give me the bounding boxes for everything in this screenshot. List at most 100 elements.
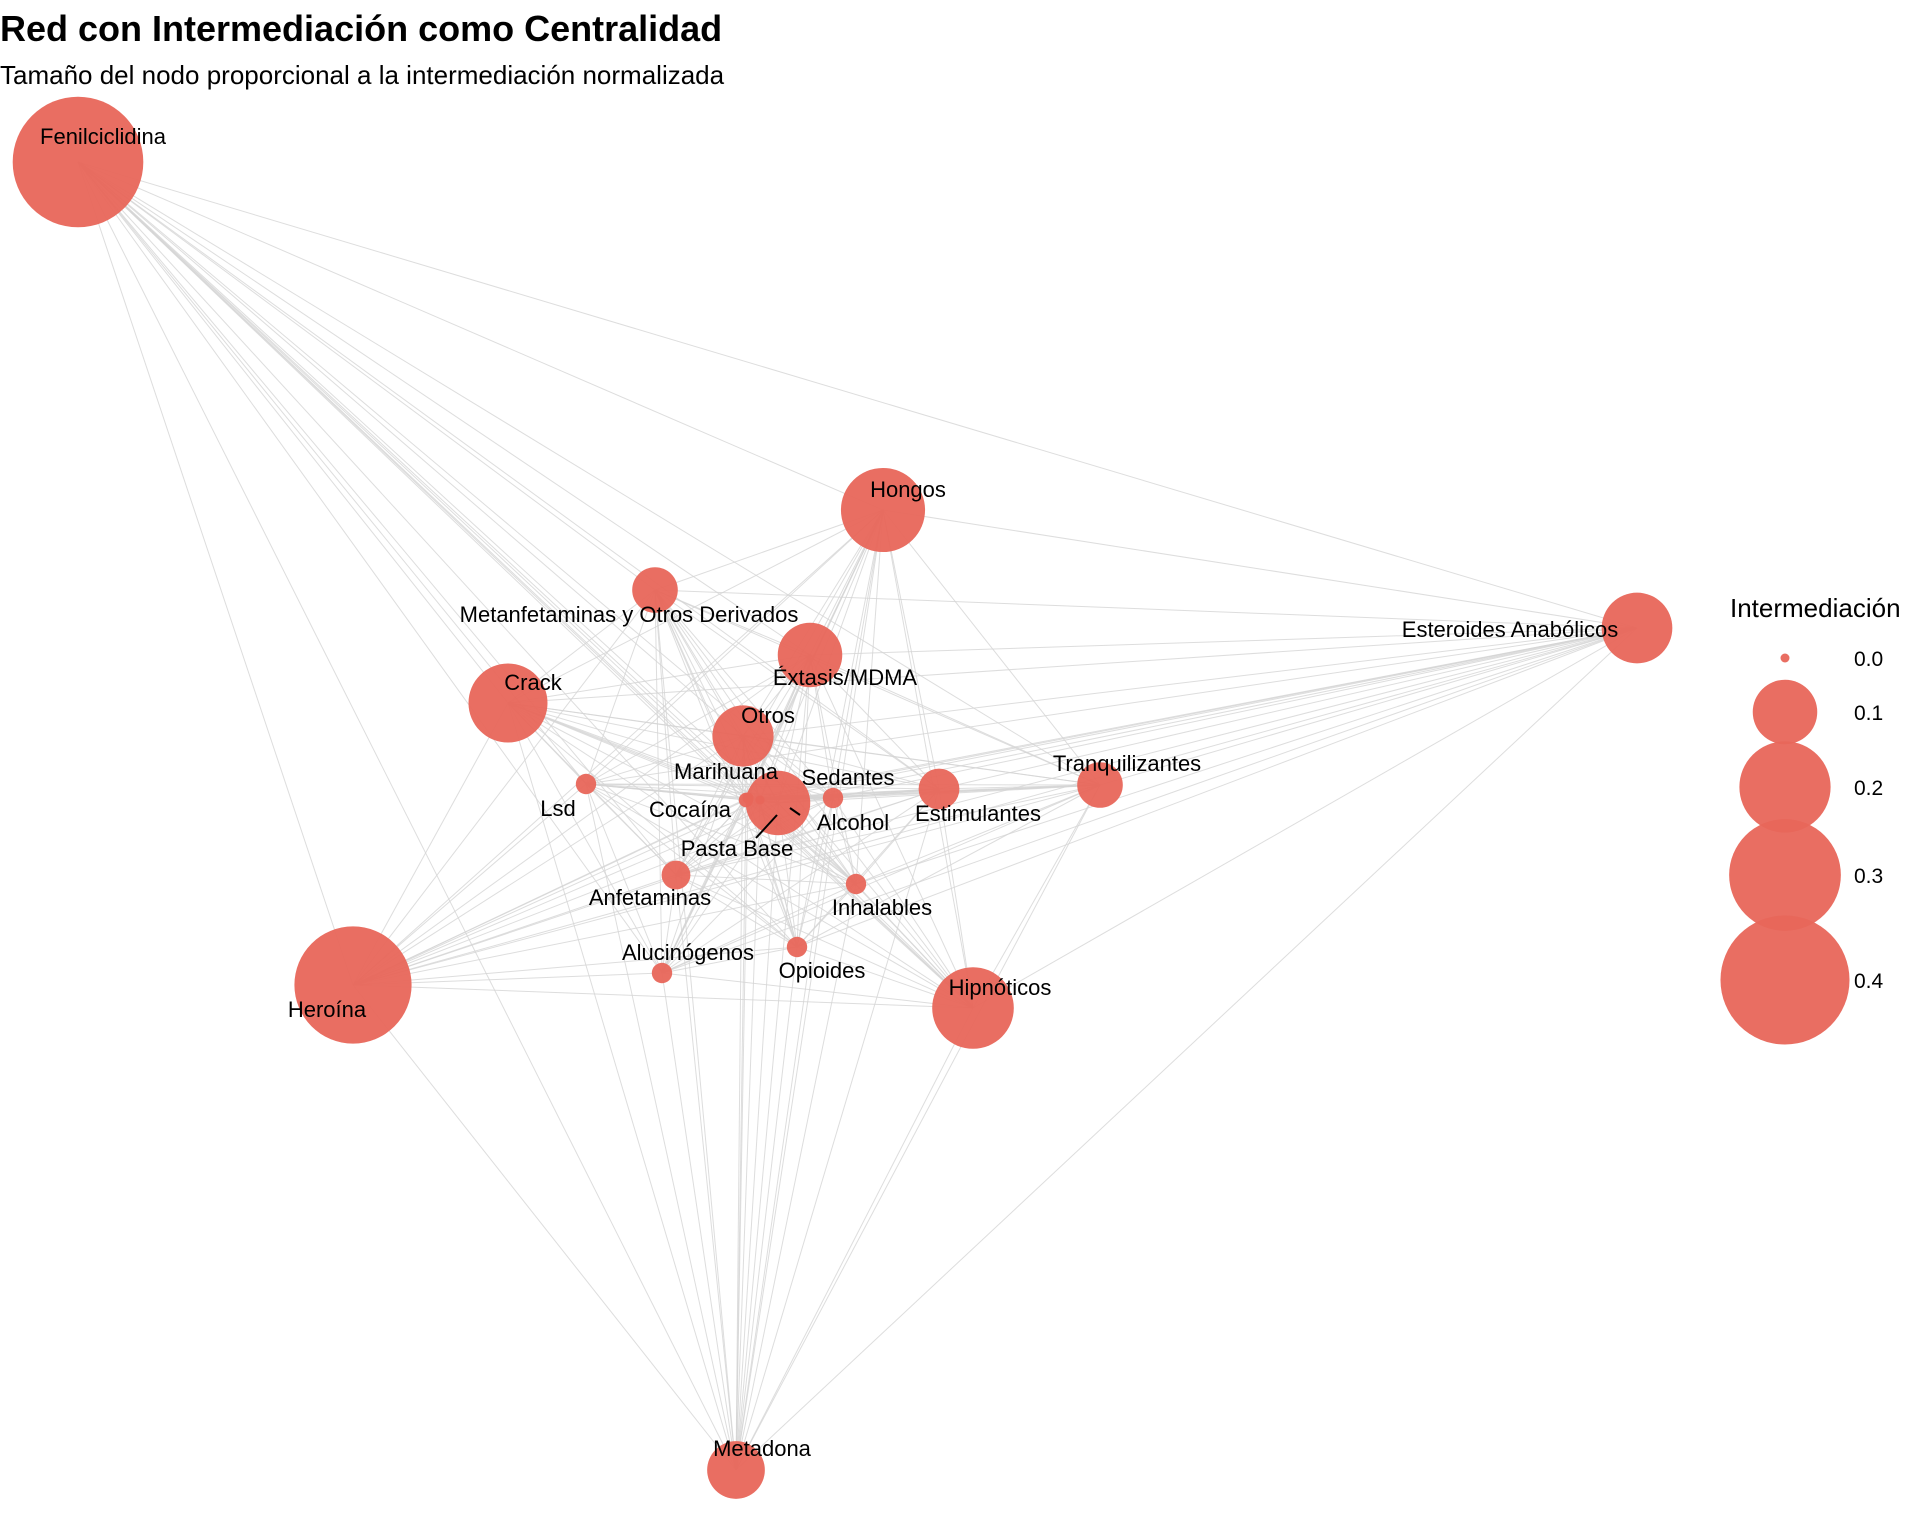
edge-esteroides-opioides <box>796 627 1638 948</box>
edge-sedantes-hipnoticos <box>832 797 974 1009</box>
edge-esteroides-extasis <box>809 627 1638 656</box>
edge-lsd-pastabase <box>585 783 761 801</box>
node-metanfetaminas <box>632 567 678 613</box>
node-metadona <box>707 1441 765 1499</box>
edge-pastabase-hipnoticos <box>759 799 974 1009</box>
edge-fenilciclidina-alcohol <box>77 161 779 804</box>
node-alcohol <box>745 770 811 836</box>
node-label-crack: Crack <box>504 670 562 695</box>
edge-tranquilizantes-heroina <box>352 784 1101 986</box>
node-lsd <box>575 773 597 795</box>
edge-estimulantes-metadona <box>735 788 940 1471</box>
edge-anfetaminas-opioides <box>675 874 798 948</box>
edge-tranquilizantes-opioides <box>796 784 1101 948</box>
edge-alcohol-heroina <box>352 802 779 986</box>
edge-cocaina-metadona <box>735 799 747 1471</box>
legend-title: Intermediación <box>1730 593 1901 623</box>
edge-otros-metadona <box>735 735 744 1471</box>
node-extasis <box>777 622 843 688</box>
node-esteroides <box>1601 592 1673 664</box>
edge-alucinogenos-opioides <box>661 946 798 974</box>
edge-metanfetaminas-esteroides <box>654 589 1638 629</box>
edge-fenilciclidina-sedantes <box>77 161 834 799</box>
edge-crack-metadona <box>507 702 737 1471</box>
edge-otros-alucinogenos <box>661 735 744 974</box>
edge-extasis-alucinogenos <box>661 654 811 974</box>
edge-anfetaminas-hipnoticos <box>675 874 974 1009</box>
label-leaders-layer <box>755 807 801 839</box>
node-label-sedantes: Sedantes <box>802 765 895 790</box>
edge-tranquilizantes-hipnoticos <box>972 784 1101 1009</box>
edge-esteroides-metadona <box>735 627 1638 1471</box>
edge-alucinogenos-metadona <box>661 972 737 1471</box>
node-label-hipnoticos: Hipnóticos <box>949 975 1052 1000</box>
edge-inhalables-alucinogenos <box>661 883 857 974</box>
node-label-tranquilizantes: Tranquilizantes <box>1053 751 1201 776</box>
node-tranquilizantes <box>1077 762 1123 808</box>
edge-hongos-esteroides <box>882 509 1638 629</box>
node-alucinogenos <box>651 962 673 984</box>
node-heroina <box>294 926 412 1044</box>
legend-key-2 <box>1739 741 1831 833</box>
edge-sedantes-alucinogenos <box>661 797 834 974</box>
edge-extasis-inhalables <box>809 654 857 885</box>
edge-tranquilizantes-inhalables <box>855 784 1101 885</box>
node-fenilciclidina <box>12 96 144 228</box>
leader-line-alcohol <box>789 807 801 816</box>
edge-alucinogenos-hipnoticos <box>661 972 974 1009</box>
edge-tranquilizantes-metadona <box>735 784 1101 1471</box>
legend-key-1 <box>1752 679 1818 745</box>
edge-lsd-alucinogenos <box>585 783 663 974</box>
edge-tranquilizantes-lsd <box>585 783 1101 786</box>
node-anfetaminas <box>661 860 691 890</box>
chart-subtitle: Tamaño del nodo proporcional a la interm… <box>0 60 725 90</box>
legend-key-0 <box>1780 653 1790 663</box>
edge-anfetaminas-inhalables <box>675 874 857 885</box>
edge-fenilciclidina-tranquilizantes <box>77 161 1101 786</box>
edge-pastabase-anfetaminas <box>675 799 761 876</box>
edge-otros-estimulantes <box>742 735 940 790</box>
edge-esteroides-alcohol <box>777 627 1638 804</box>
legend-label-4: 0.4 <box>1854 970 1884 993</box>
edge-fenilciclidina-crack <box>77 161 509 704</box>
edge-fenilciclidina-alucinogenos <box>77 161 663 974</box>
node-hipnoticos <box>932 967 1014 1049</box>
node-otros <box>712 705 774 767</box>
node-hongos <box>840 467 926 553</box>
edge-tranquilizantes-estimulantes <box>938 784 1101 790</box>
edge-sedantes-heroina <box>352 797 834 986</box>
node-label-opioides: Opioides <box>779 958 866 983</box>
legend-key-3 <box>1729 819 1841 931</box>
edge-lsd-anfetaminas <box>585 783 677 876</box>
edge-fenilciclidina-otros <box>77 161 744 737</box>
edge-fenilciclidina-heroina <box>77 161 354 986</box>
node-label-fenilciclidina: Fenilciclidina <box>40 124 167 149</box>
edge-fenilciclidina-esteroides <box>77 161 1638 629</box>
edge-extasis-tranquilizantes <box>809 654 1101 786</box>
edge-inhalables-opioides <box>796 883 857 948</box>
edges-layer <box>77 161 1638 1471</box>
edge-fenilciclidina-anfetaminas <box>77 161 677 876</box>
edge-esteroides-alucinogenos <box>661 627 1638 974</box>
edge-sedantes-metadona <box>735 797 834 1471</box>
edge-esteroides-estimulantes <box>938 627 1638 790</box>
node-label-lsd: Lsd <box>540 796 575 821</box>
legend-label-3: 0.3 <box>1854 865 1883 888</box>
edge-pastabase-metadona <box>735 799 761 1471</box>
node-label-esteroides: Esteroides Anabólicos <box>1402 617 1618 642</box>
edge-esteroides-sedantes <box>832 627 1638 799</box>
edge-opioides-heroina <box>352 946 798 986</box>
node-label-inhalables: Inhalables <box>832 895 932 920</box>
edge-hongos-estimulantes <box>882 509 940 790</box>
edge-opioides-metadona <box>735 946 798 1471</box>
node-pastabase <box>755 795 765 805</box>
chart-title: Red con Intermediación como Centralidad <box>0 8 723 49</box>
edge-metanfetaminas-anfetaminas <box>654 589 677 876</box>
edge-esteroides-pastabase <box>759 627 1638 801</box>
edge-fenilciclidina-metanfetaminas <box>77 161 656 591</box>
edge-lsd-inhalables <box>585 783 857 885</box>
edge-heroina-metadona <box>352 984 737 1471</box>
edge-extasis-hipnoticos <box>809 654 974 1009</box>
node-label-alucinogenos: Alucinógenos <box>622 940 754 965</box>
edge-pastabase-heroina <box>352 799 761 986</box>
